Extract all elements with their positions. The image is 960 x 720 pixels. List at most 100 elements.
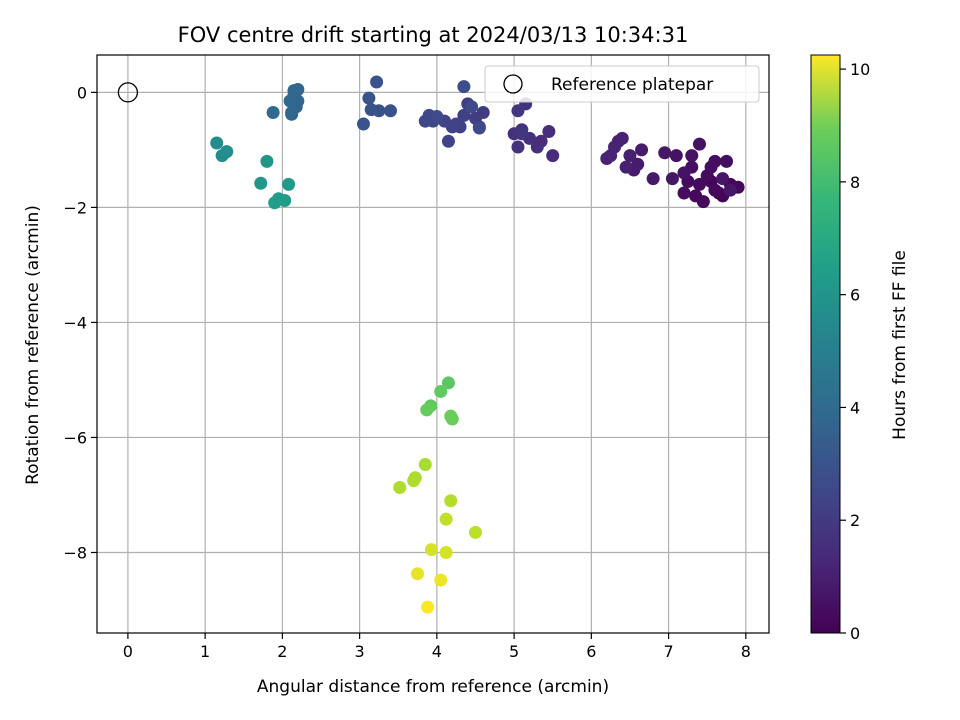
data-point bbox=[465, 100, 479, 114]
data-point bbox=[441, 134, 455, 148]
data-point bbox=[439, 545, 453, 559]
data-point bbox=[445, 412, 459, 426]
colorbar-tick-label: 6 bbox=[850, 286, 860, 305]
colorbar-label: Hours from first FF file bbox=[890, 250, 910, 440]
data-point bbox=[472, 121, 486, 135]
data-point bbox=[411, 567, 425, 581]
colorbar-tick-label: 2 bbox=[850, 511, 860, 530]
data-point bbox=[421, 600, 435, 614]
x-tick-label: 3 bbox=[355, 642, 365, 661]
data-point bbox=[393, 480, 407, 494]
data-point bbox=[716, 172, 730, 186]
data-point bbox=[430, 110, 444, 124]
data-point bbox=[254, 176, 268, 190]
data-point bbox=[407, 474, 421, 488]
data-point bbox=[278, 194, 292, 208]
data-point bbox=[457, 108, 471, 122]
data-point bbox=[434, 573, 448, 587]
data-point bbox=[444, 494, 458, 508]
data-point bbox=[723, 183, 737, 197]
data-point bbox=[635, 143, 649, 157]
data-point bbox=[439, 512, 453, 526]
x-tick-label: 5 bbox=[509, 642, 519, 661]
colorbar-tick-label: 8 bbox=[850, 173, 860, 192]
y-axis-ticks: 0 −2 −4 −6 −8 bbox=[63, 83, 97, 562]
x-tick-label: 1 bbox=[200, 642, 210, 661]
data-point bbox=[468, 525, 482, 539]
y-tick-label: −8 bbox=[63, 543, 87, 562]
data-point bbox=[362, 91, 376, 105]
data-point bbox=[418, 457, 432, 471]
data-point bbox=[268, 196, 282, 210]
data-point bbox=[546, 149, 560, 163]
data-point bbox=[441, 376, 455, 390]
x-tick-label: 4 bbox=[432, 642, 442, 661]
data-point bbox=[285, 106, 299, 120]
legend: Reference platepar bbox=[484, 65, 760, 103]
data-point bbox=[424, 543, 438, 557]
data-point bbox=[692, 177, 706, 191]
data-point bbox=[511, 140, 525, 154]
y-tick-label: 0 bbox=[77, 83, 87, 102]
y-tick-label: −4 bbox=[63, 313, 87, 332]
data-point bbox=[468, 111, 482, 125]
data-point bbox=[600, 152, 614, 166]
data-point bbox=[658, 146, 672, 160]
legend-entry-reference: Reference platepar bbox=[551, 75, 713, 95]
data-point bbox=[434, 384, 448, 398]
data-point bbox=[720, 154, 734, 168]
x-tick-label: 6 bbox=[586, 642, 596, 661]
data-point bbox=[685, 149, 699, 163]
data-point bbox=[692, 137, 706, 151]
colorbar-tick-label: 0 bbox=[850, 624, 860, 643]
colorbar-gradient bbox=[810, 54, 841, 634]
x-tick-label: 2 bbox=[277, 642, 287, 661]
x-axis-label: Angular distance from reference (arcmin) bbox=[257, 677, 609, 697]
data-point bbox=[282, 177, 296, 191]
data-point bbox=[677, 166, 691, 180]
data-point bbox=[665, 172, 679, 186]
data-point bbox=[287, 84, 301, 98]
colorbar-ticks: 0 2 4 6 8 10 bbox=[840, 60, 870, 643]
data-point bbox=[457, 80, 471, 94]
data-point bbox=[677, 186, 691, 200]
reference-marker bbox=[117, 82, 139, 103]
chart-title: FOV centre drift starting at 2024/03/13 … bbox=[178, 23, 689, 47]
y-tick-label: −6 bbox=[63, 428, 87, 447]
data-point bbox=[418, 114, 432, 128]
colorbar-tick-label: 10 bbox=[850, 60, 870, 79]
legend-box bbox=[484, 65, 760, 103]
y-axis-label: Rotation from reference (arcmin) bbox=[23, 205, 43, 485]
data-point bbox=[260, 154, 274, 168]
data-point bbox=[515, 127, 529, 141]
data-point bbox=[689, 189, 703, 203]
colorbar-tick-label: 4 bbox=[850, 398, 860, 417]
x-tick-label: 8 bbox=[741, 642, 751, 661]
x-tick-label: 0 bbox=[123, 642, 133, 661]
data-point bbox=[542, 124, 556, 138]
plot-frame bbox=[96, 54, 770, 634]
data-point bbox=[708, 154, 722, 168]
data-point bbox=[511, 104, 525, 118]
data-point bbox=[708, 183, 722, 197]
x-tick-label: 7 bbox=[663, 642, 673, 661]
data-point bbox=[623, 149, 637, 163]
x-axis-ticks: 0 1 2 3 4 5 6 7 8 bbox=[123, 633, 751, 661]
data-point bbox=[266, 106, 280, 120]
reference-platepar-marker bbox=[117, 82, 139, 103]
data-point bbox=[384, 104, 398, 118]
data-point bbox=[646, 172, 660, 186]
data-point bbox=[530, 140, 544, 154]
data-points bbox=[210, 75, 745, 614]
data-point bbox=[619, 160, 633, 174]
data-point bbox=[420, 403, 434, 417]
data-point bbox=[615, 131, 629, 145]
data-point bbox=[356, 117, 370, 131]
data-point bbox=[210, 136, 224, 150]
data-point bbox=[370, 75, 384, 89]
data-point bbox=[669, 149, 683, 163]
data-point bbox=[283, 94, 297, 108]
colorbar: 0 2 4 6 8 10 Hours from first FF file bbox=[810, 54, 910, 643]
y-tick-label: −2 bbox=[63, 198, 87, 217]
